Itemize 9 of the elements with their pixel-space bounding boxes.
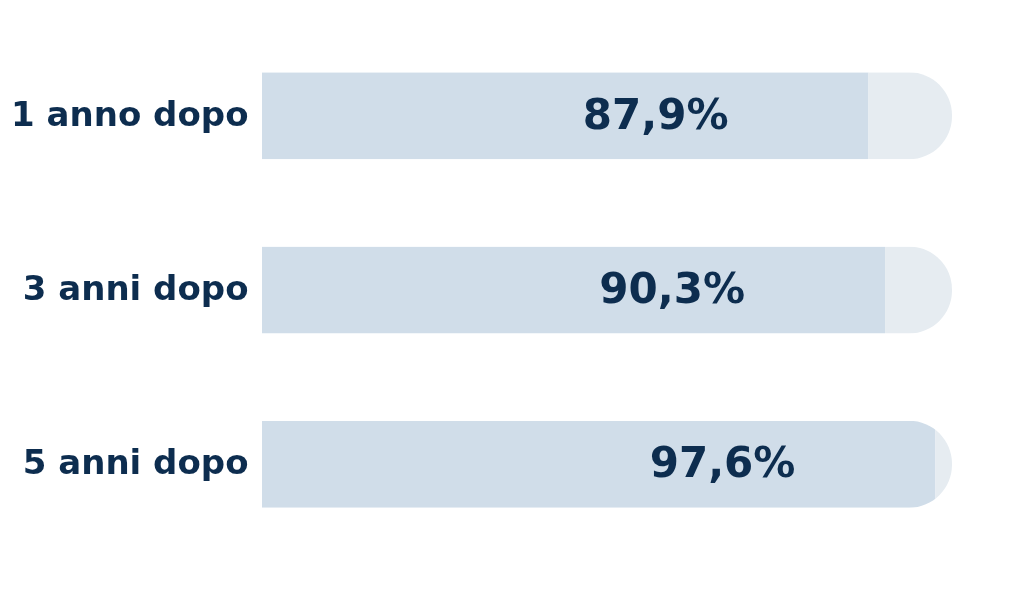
data-label: 90,3% <box>599 264 746 313</box>
data-label: 87,9% <box>582 89 729 139</box>
bar <box>262 420 936 508</box>
y-tick-label: 5 anni dopo <box>22 442 249 483</box>
bar <box>262 246 886 334</box>
y-tick-label: 3 anni dopo <box>22 268 249 308</box>
data-label: 97,6% <box>649 438 796 488</box>
y-tick-label: 1 anno dopo <box>11 93 249 134</box>
bar <box>262 72 869 160</box>
